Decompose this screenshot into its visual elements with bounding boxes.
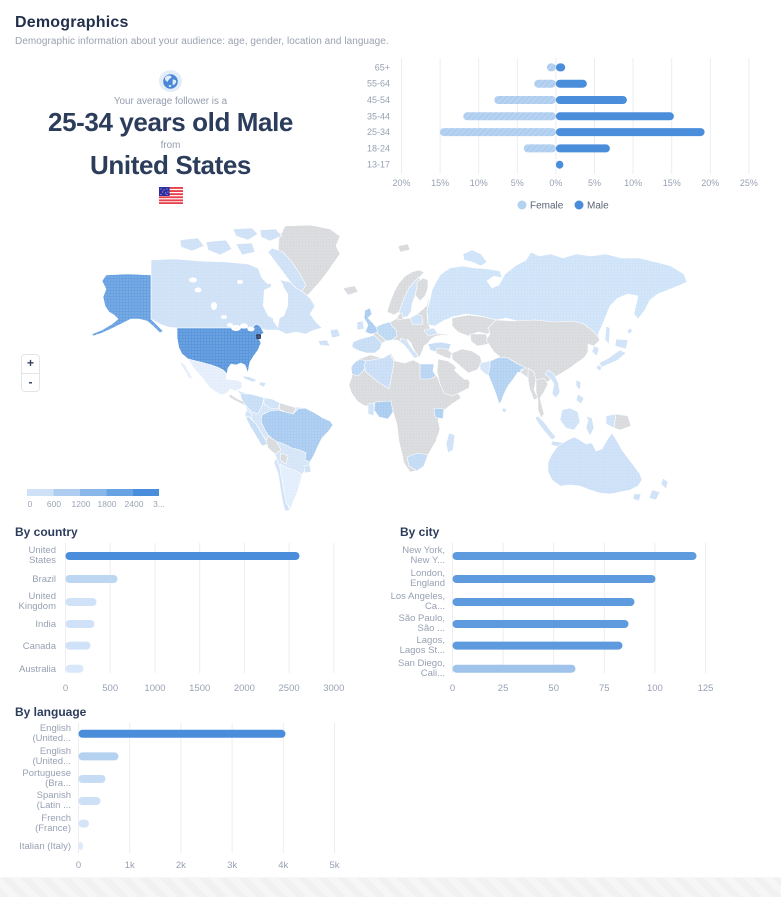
svg-text:Italian (Italy): Italian (Italy) [19, 841, 71, 852]
svg-text:New Y...: New Y... [410, 555, 445, 566]
svg-text:5k: 5k [329, 860, 339, 871]
svg-text:1800: 1800 [98, 499, 117, 509]
svg-text:1200: 1200 [72, 499, 91, 509]
svg-text:0: 0 [28, 499, 33, 509]
svg-text:São ...: São ... [418, 623, 445, 634]
svg-text:Cali...: Cali... [421, 668, 445, 679]
svg-text:4k: 4k [278, 860, 288, 871]
svg-text:New York,: New York, [402, 545, 445, 556]
svg-text:English: English [40, 746, 71, 757]
svg-text:(Latin ...: (Latin ... [37, 800, 71, 811]
svg-text:25%: 25% [740, 178, 758, 188]
svg-text:Lagos,: Lagos, [416, 635, 445, 646]
svg-text:(Bra...: (Bra... [45, 778, 71, 789]
svg-text:Brazil: Brazil [32, 574, 56, 585]
svg-text:Male: Male [587, 201, 609, 212]
svg-text:United: United [29, 591, 56, 602]
svg-text:India: India [35, 619, 56, 630]
svg-text:English: English [40, 723, 71, 734]
svg-text:0%: 0% [549, 178, 562, 188]
svg-text:1000: 1000 [144, 683, 165, 694]
svg-text:2400: 2400 [125, 499, 144, 509]
svg-text:2000: 2000 [234, 683, 255, 694]
svg-text:3000: 3000 [323, 683, 344, 694]
svg-text:1500: 1500 [189, 683, 210, 694]
svg-text:5%: 5% [588, 178, 601, 188]
svg-text:Portuguese: Portuguese [22, 768, 71, 779]
svg-text:15%: 15% [431, 178, 449, 188]
svg-text:2500: 2500 [279, 683, 300, 694]
svg-text:500: 500 [102, 683, 118, 694]
svg-text:45-54: 45-54 [367, 95, 390, 105]
svg-text:Kingdom: Kingdom [19, 601, 57, 612]
svg-text:1k: 1k [125, 860, 135, 871]
svg-text:75: 75 [599, 683, 610, 694]
svg-text:England: England [410, 578, 445, 589]
svg-text:5%: 5% [511, 178, 524, 188]
svg-text:20%: 20% [701, 178, 719, 188]
svg-text:0: 0 [76, 860, 81, 871]
svg-text:20%: 20% [392, 178, 410, 188]
svg-text:100: 100 [647, 683, 663, 694]
svg-text:15%: 15% [663, 178, 681, 188]
svg-text:65+: 65+ [375, 62, 390, 72]
svg-text:600: 600 [47, 499, 61, 509]
svg-text:18-24: 18-24 [367, 143, 390, 153]
svg-text:French: French [41, 813, 71, 824]
svg-text:Los Angeles,: Los Angeles, [391, 591, 445, 602]
svg-text:25: 25 [498, 683, 509, 694]
svg-text:2k: 2k [176, 860, 186, 871]
svg-text:125: 125 [698, 683, 714, 694]
svg-text:London,: London, [411, 568, 445, 579]
svg-text:3k: 3k [227, 860, 237, 871]
svg-text:San Diego,: San Diego, [398, 658, 445, 669]
svg-text:10%: 10% [470, 178, 488, 188]
svg-text:United: United [29, 545, 56, 556]
svg-text:(United...: (United... [32, 756, 71, 767]
svg-text:13-17: 13-17 [367, 160, 390, 170]
svg-text:(France): (France) [35, 823, 71, 834]
svg-text:São Paulo,: São Paulo, [399, 613, 445, 624]
svg-text:Lagos St...: Lagos St... [400, 645, 445, 656]
svg-text:0: 0 [450, 683, 455, 694]
svg-text:Spanish: Spanish [37, 790, 71, 801]
svg-text:Australia: Australia [19, 664, 57, 675]
svg-text:States: States [29, 555, 56, 566]
svg-text:0: 0 [63, 683, 68, 694]
svg-text:25-34: 25-34 [367, 127, 390, 137]
svg-text:(United...: (United... [32, 733, 71, 744]
svg-text:3...: 3... [153, 499, 165, 509]
svg-text:10%: 10% [624, 178, 642, 188]
svg-text:50: 50 [548, 683, 559, 694]
svg-text:Female: Female [530, 201, 564, 212]
svg-text:55-64: 55-64 [367, 79, 390, 89]
svg-text:Canada: Canada [23, 641, 57, 652]
svg-text:35-44: 35-44 [367, 111, 390, 121]
svg-text:Ca...: Ca... [425, 601, 445, 612]
